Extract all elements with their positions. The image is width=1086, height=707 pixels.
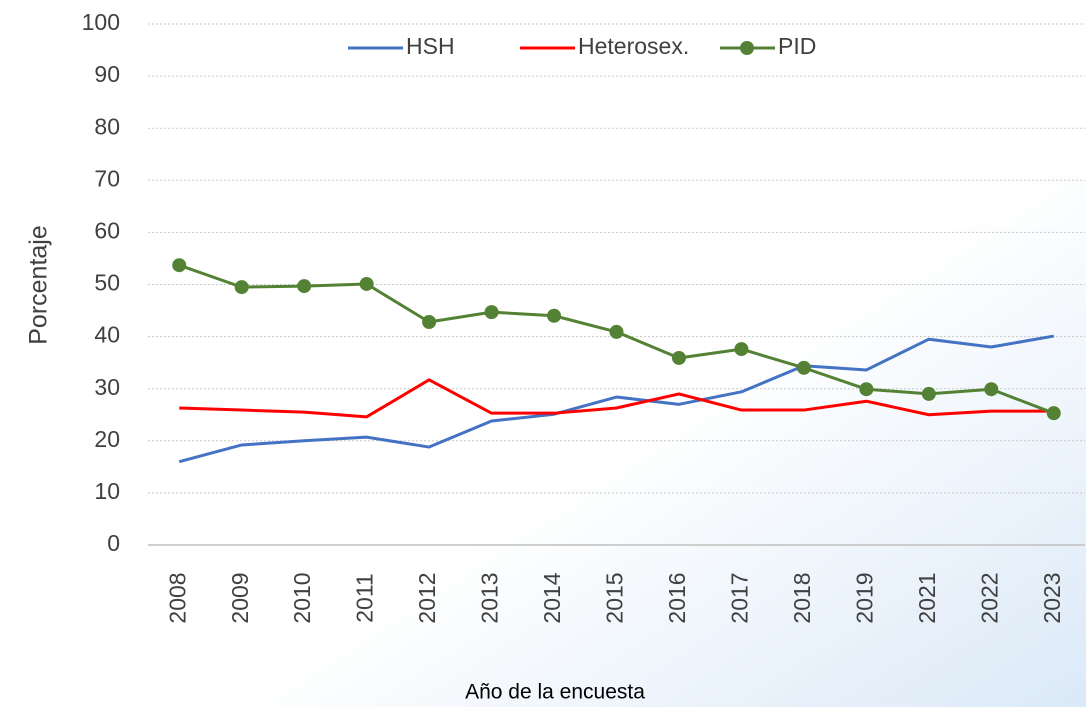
data-point (172, 258, 187, 273)
data-point (984, 382, 999, 397)
x-tick-label: 2015 (602, 572, 628, 623)
data-point (921, 386, 936, 401)
series-line (179, 378, 1054, 419)
x-tick-label: 2011 (352, 573, 378, 622)
y-tick-label: 50 (94, 270, 120, 296)
x-tick-label: 2022 (976, 572, 1002, 623)
y-tick-label: 60 (94, 217, 120, 243)
y-tick-label: 80 (94, 113, 120, 139)
data-point (234, 280, 249, 295)
x-tick-label: 2008 (164, 572, 190, 623)
y-tick-label: 20 (94, 426, 120, 452)
x-tick-label: 2013 (477, 572, 503, 623)
x-tick-label: 2019 (851, 572, 877, 623)
data-point (859, 382, 874, 397)
data-point (359, 276, 374, 291)
y-tick-label: 100 (82, 9, 120, 35)
x-tick-label: 2016 (664, 572, 690, 623)
data-point (796, 360, 811, 375)
y-tick-label: 70 (94, 165, 120, 191)
legend-label: PID (778, 33, 816, 59)
x-tick-label: 2023 (1039, 572, 1065, 623)
data-point (484, 305, 499, 320)
legend-label: Heterosex. (578, 33, 689, 59)
data-point (609, 324, 624, 339)
data-point (547, 308, 562, 323)
y-tick-label: 0 (107, 530, 120, 556)
y-axis-title: Porcentaje (25, 225, 53, 345)
x-tick-label: 2018 (789, 572, 815, 623)
data-point (734, 342, 749, 357)
x-tick-label: 2021 (914, 572, 940, 623)
y-tick-label: 30 (94, 374, 120, 400)
data-point (671, 350, 686, 365)
x-tick-label: 2014 (539, 572, 565, 623)
data-point (297, 279, 312, 294)
x-axis-title: Año de la encuesta (465, 681, 645, 704)
x-tick-label: 2017 (727, 572, 753, 623)
series-line (178, 334, 1055, 464)
data-point (422, 315, 437, 330)
y-tick-label: 10 (94, 478, 120, 504)
x-tick-label: 2009 (227, 572, 253, 623)
x-tick-label: 2010 (289, 572, 315, 623)
legend-marker (740, 41, 754, 55)
legend-label: HSH (406, 33, 455, 59)
y-tick-label: 40 (94, 322, 120, 348)
data-point (1046, 406, 1061, 421)
x-tick-label: 2012 (414, 572, 440, 623)
y-tick-label: 90 (94, 61, 120, 87)
